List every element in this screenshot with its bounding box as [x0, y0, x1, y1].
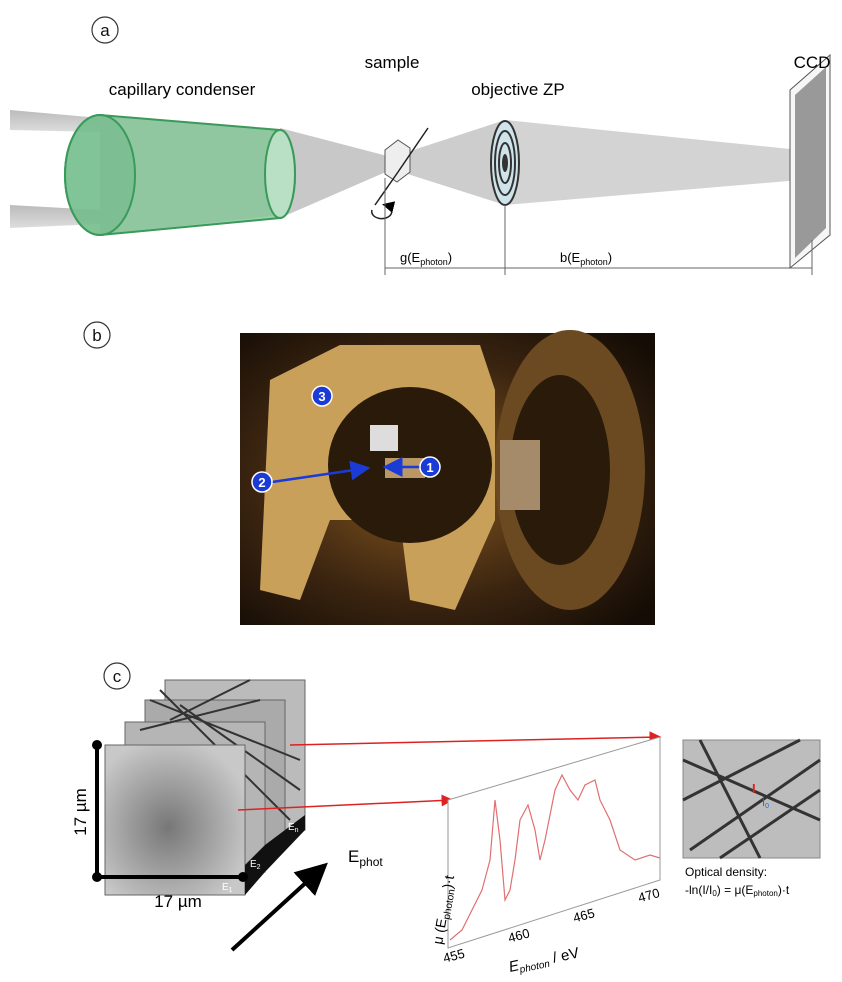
label: I [752, 781, 756, 796]
size-label: 17 µm [71, 788, 90, 836]
size-label: 17 µm [154, 892, 202, 911]
label: objective ZP [471, 80, 565, 99]
label: b(Ephoton) [560, 250, 612, 267]
figure: a capillary condenser sample objective Z… [0, 0, 842, 977]
tick-label: 465 [571, 905, 596, 925]
panel-b: b 1 2 3 [84, 322, 655, 625]
label-sub: photon [753, 889, 777, 898]
label: Optical density: [685, 865, 767, 879]
panel-label: c [113, 667, 122, 686]
tick-label: 470 [636, 885, 661, 905]
beam [395, 120, 505, 205]
photo-sample [370, 425, 398, 451]
label-sub: phot [359, 855, 383, 869]
label: Ephot [348, 847, 383, 869]
label: sample [365, 53, 420, 72]
photo-detail [500, 440, 540, 510]
beam [280, 128, 395, 218]
rotation-axis [375, 172, 398, 205]
label-part: -ln(I/I [685, 883, 712, 897]
label-part: ) = μ(E [717, 883, 754, 897]
panel-a: a capillary condenser sample objective Z… [10, 17, 830, 275]
condenser-exit [265, 130, 295, 218]
label-sub: 2 [257, 864, 261, 871]
formula: -ln(I/I0) = μ(Ephoton)·t [685, 883, 790, 898]
pointer [290, 737, 660, 745]
ccd-image [795, 67, 826, 258]
label-sub: photon [580, 257, 608, 267]
label-sub: photon [420, 257, 448, 267]
stack-image [105, 745, 245, 895]
label-part: g(E [400, 250, 421, 265]
label-sub: photon [518, 959, 552, 976]
rotation-arrow [372, 205, 392, 219]
label-part: μ (E [429, 917, 449, 945]
label-sub: 0 [765, 803, 769, 810]
axis-dot [238, 872, 248, 882]
panel-label: a [100, 21, 110, 40]
label-part: E [348, 847, 359, 866]
zone-plate [491, 121, 519, 205]
plot-frame [448, 737, 660, 948]
axis-dot [92, 872, 102, 882]
panel-c: c E1 E2 En 17 µm 17 µm Ephot 45546046547… [71, 663, 820, 977]
panel-label: b [92, 326, 101, 345]
label-sub: 1 [229, 887, 233, 894]
label-sub: n [295, 827, 299, 834]
label-part: ) [608, 250, 612, 265]
beam [505, 120, 800, 205]
label-part: b(E [560, 250, 581, 265]
label-part: )·t [778, 883, 790, 897]
label-part: / eV [547, 944, 581, 967]
marker-label: 3 [318, 389, 325, 404]
label: capillary condenser [109, 80, 256, 99]
x-axis-label: Ephoton / eV [507, 944, 581, 977]
label: CCD [794, 53, 831, 72]
marker-label: 2 [258, 475, 265, 490]
label-part: ) [448, 250, 452, 265]
marker-label: 1 [426, 460, 433, 475]
tick-label: 455 [441, 946, 466, 966]
label: g(Ephoton) [400, 250, 452, 267]
condenser-entry [65, 115, 135, 235]
axis-dot [92, 740, 102, 750]
